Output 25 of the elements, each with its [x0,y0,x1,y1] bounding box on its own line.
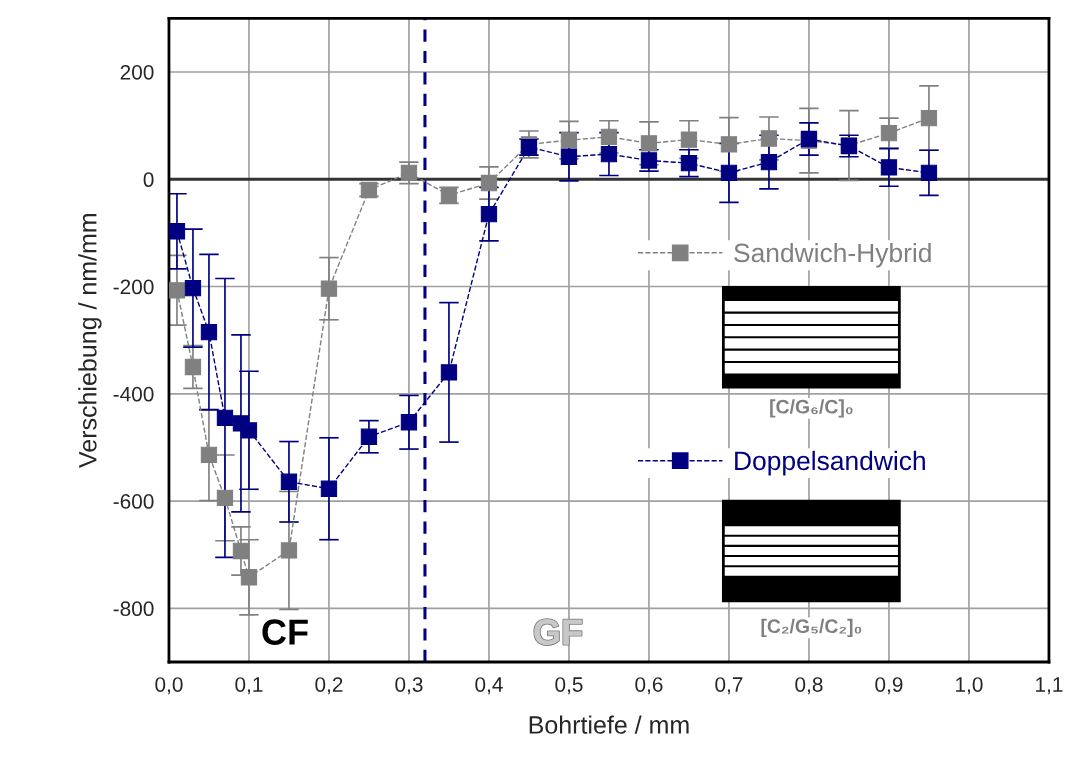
x-tick-label: 0,3 [395,677,423,695]
y-axis-title: Verschiebung / nm/mm [78,213,102,468]
annotation: [C/G₆/C]₀ [770,399,853,418]
y-tick-label: 200 [120,64,154,80]
x-tick-label: 0,6 [635,677,663,695]
x-tick-label: 1,0 [956,677,983,695]
x-tick-label: 0,7 [715,677,743,695]
x-axis-title: Bohrtiefe / mm [529,715,689,734]
y-tick-label: -600 [113,494,154,509]
x-tick-label: 0,2 [315,677,343,695]
x-tick-label: 0,5 [555,677,583,695]
x-tick-label: 0,9 [875,677,903,695]
x-tick-label: 0,1 [235,677,263,695]
x-tick-label: 0,0 [155,677,183,695]
legend-label: Doppelsandwich [735,450,925,476]
annotation: CF [262,619,308,645]
y-tick-label: -400 [113,386,154,402]
y-tick-label: 0 [143,172,154,188]
annotation: [C₂/G₅/C₂]₀ [761,618,862,637]
x-tick-label: 1,1 [1036,677,1063,695]
y-tick-label: -800 [113,601,154,617]
legend-label: Sandwich-Hybrid [734,242,931,268]
x-tick-label: 0,8 [795,677,823,695]
x-tick-label: 0,4 [475,677,503,695]
y-tick-label: -200 [113,279,154,295]
